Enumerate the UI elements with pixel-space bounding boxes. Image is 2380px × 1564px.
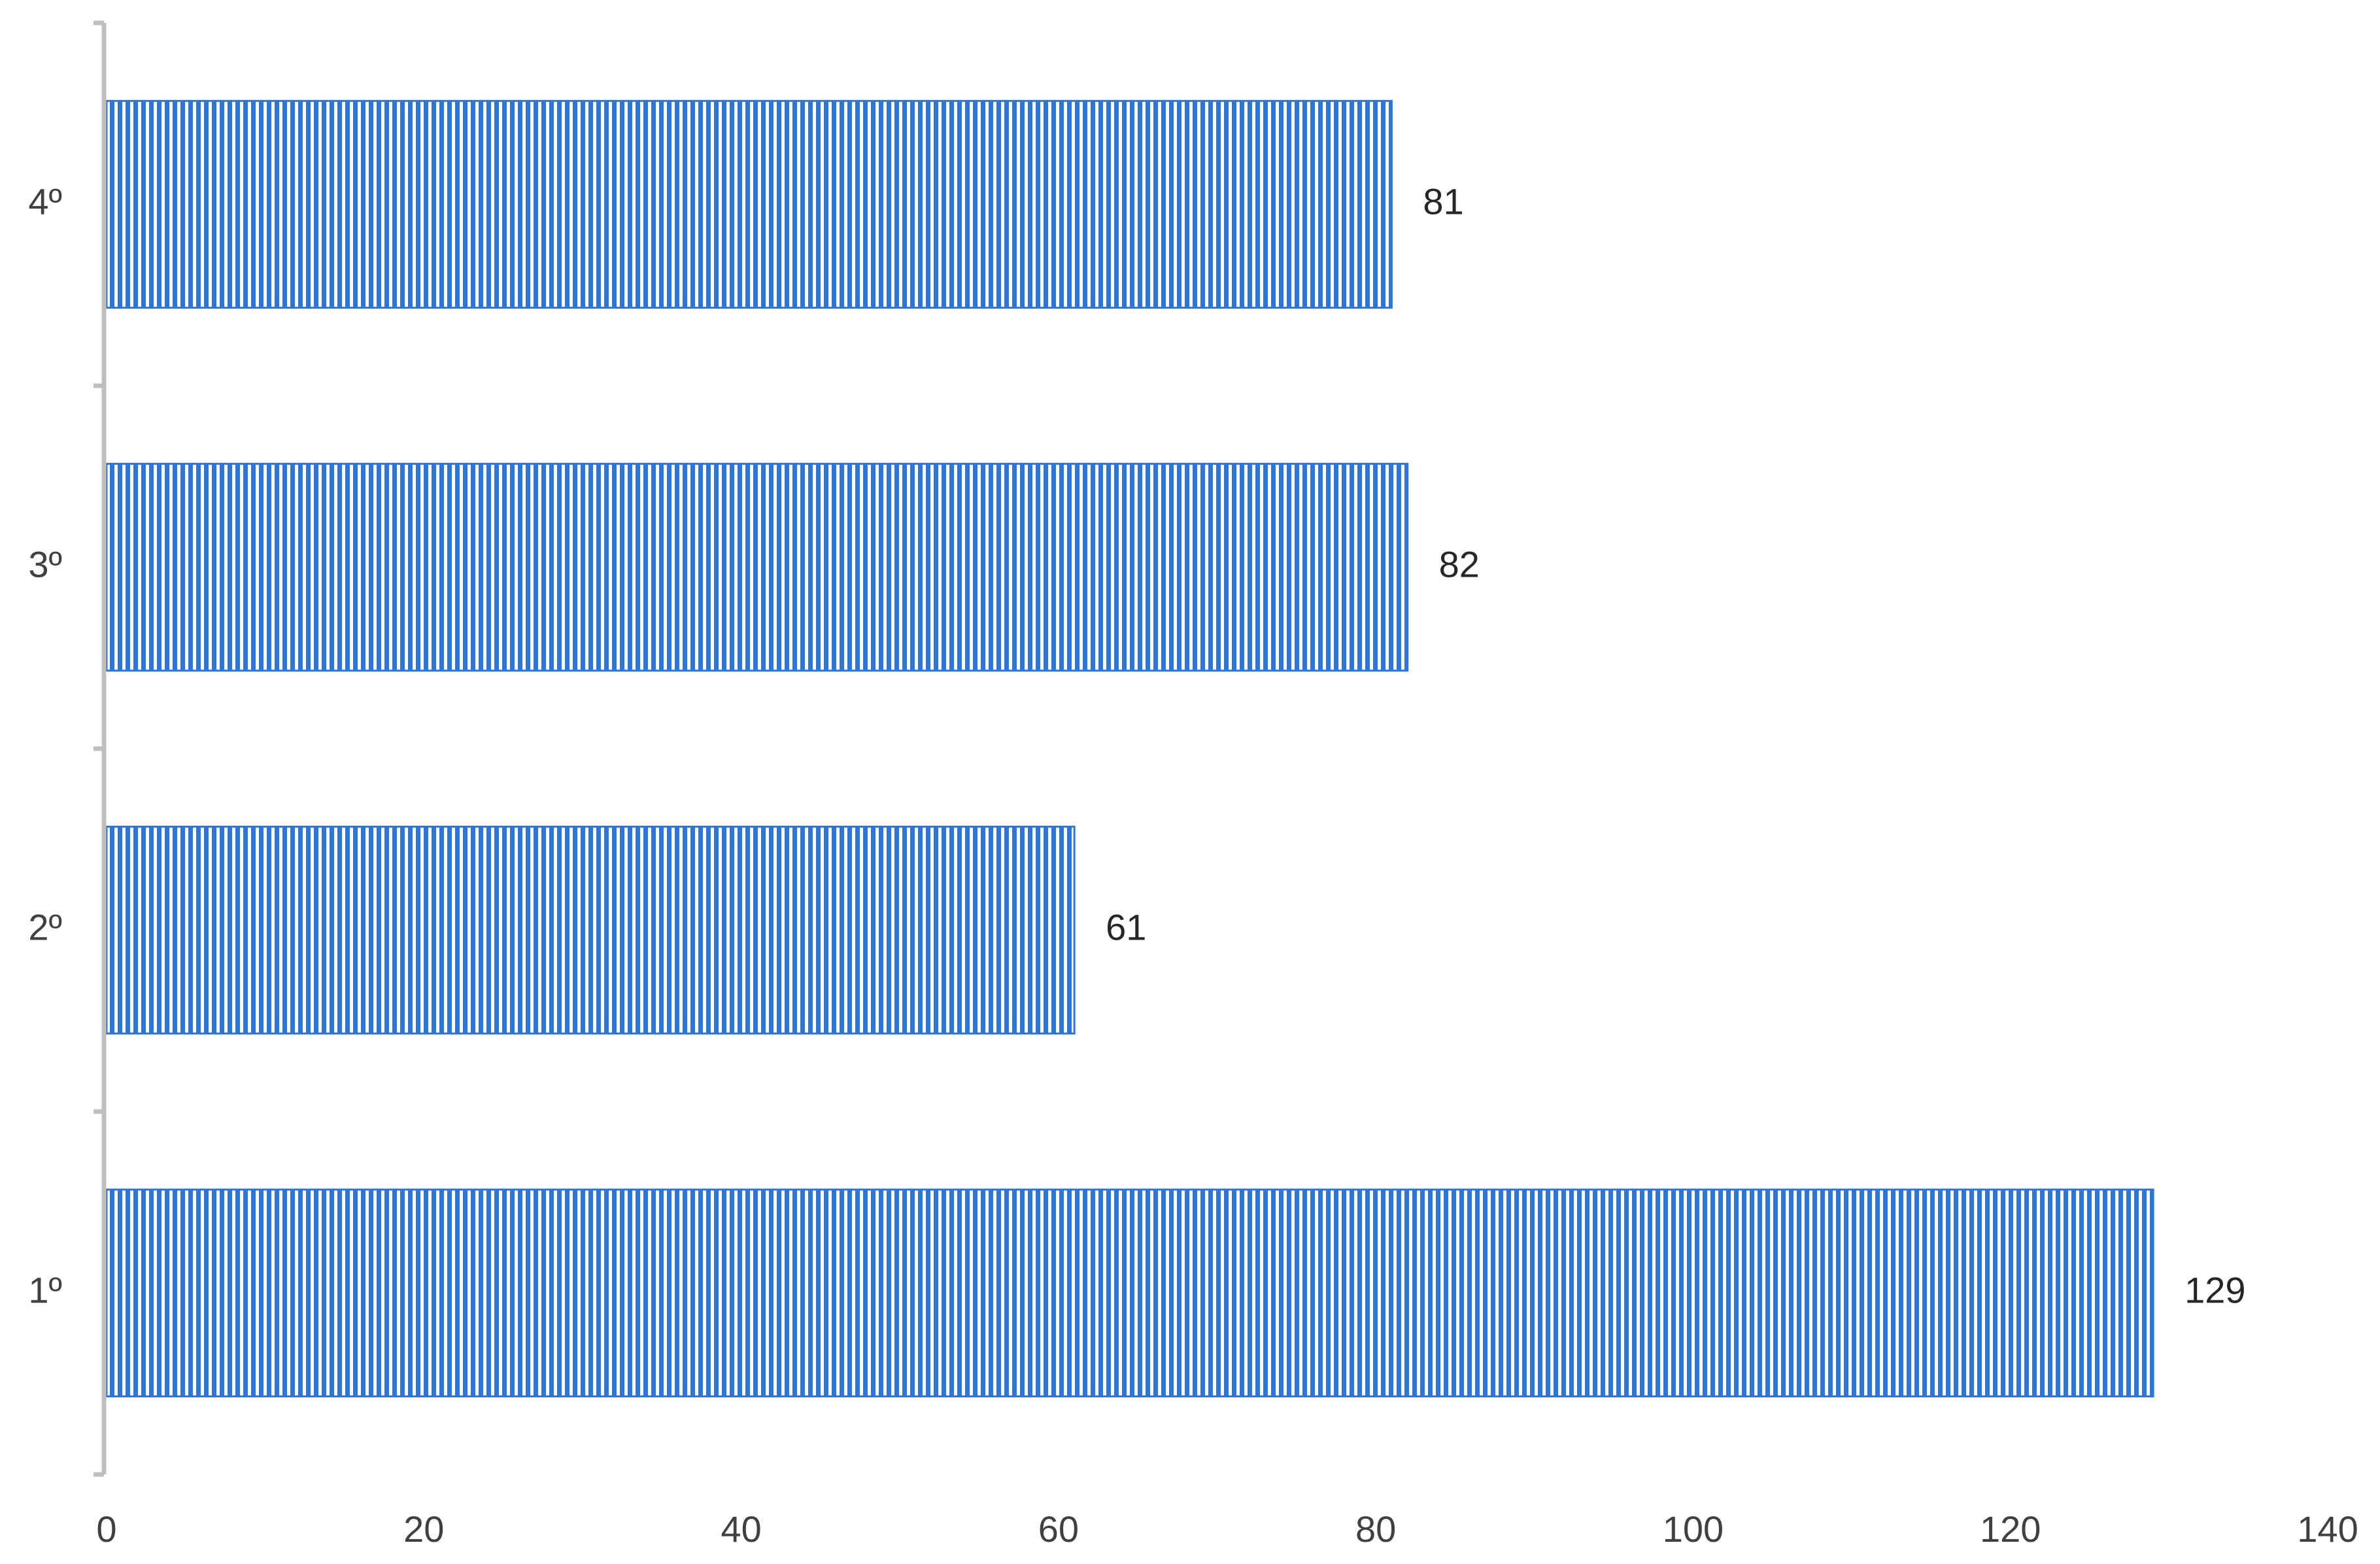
data-label-2: 82 — [1439, 543, 1480, 585]
data-label-3: 61 — [1106, 906, 1146, 947]
bar-1 — [105, 99, 1393, 309]
x-tick-label-20: 20 — [403, 1508, 444, 1550]
y-tick-label-3: 2º — [28, 906, 62, 947]
y-tick-label-2: 3º — [28, 543, 62, 585]
data-label-1: 81 — [1423, 180, 1463, 222]
y-tick-label-4: 1º — [28, 1269, 62, 1310]
x-tick-labels: 0 20 40 60 80 100 120 140 — [96, 1508, 2358, 1550]
x-tick-label-80: 80 — [1355, 1508, 1396, 1550]
bar-2 — [105, 462, 1409, 672]
x-tick-label-60: 60 — [1038, 1508, 1079, 1550]
data-label-4: 129 — [2184, 1269, 2245, 1310]
data-labels: 81 82 61 129 — [1106, 180, 2245, 1310]
x-tick-label-140: 140 — [2297, 1508, 2358, 1550]
y-axis — [94, 20, 107, 1477]
bar-4 — [105, 1188, 2154, 1398]
x-tick-label-120: 120 — [1980, 1508, 2041, 1550]
y-tick-label-1: 4º — [28, 180, 62, 222]
x-tick-label-0: 0 — [96, 1508, 116, 1550]
bar-3 — [105, 825, 1076, 1035]
y-tick-labels: 4º 3º 2º 1º — [28, 180, 62, 1310]
x-tick-label-40: 40 — [721, 1508, 761, 1550]
bars-layer — [105, 99, 2154, 1398]
x-tick-label-100: 100 — [1663, 1508, 1724, 1550]
